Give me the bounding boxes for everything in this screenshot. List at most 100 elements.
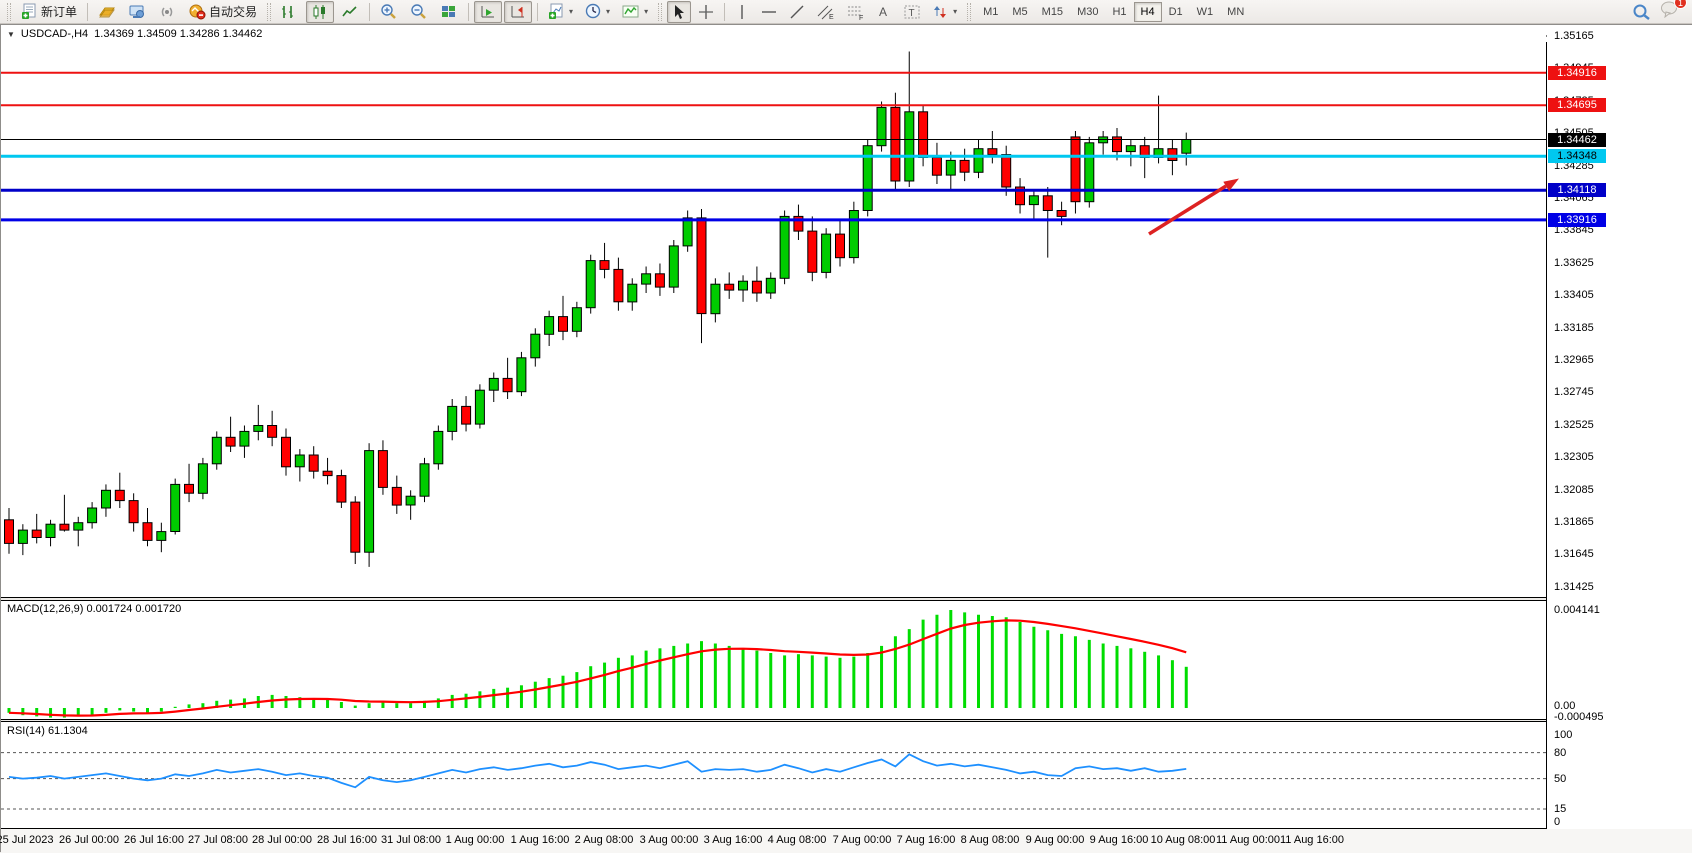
price-tick-label: 1.35165 xyxy=(1554,30,1594,42)
vertical-line-button[interactable] xyxy=(730,1,754,23)
toolbar-grip xyxy=(7,2,11,21)
rsi-tick-label: 100 xyxy=(1554,729,1573,741)
macd-tick-label: -0.000495 xyxy=(1554,711,1604,723)
shapes-icon xyxy=(933,4,949,20)
search-icon[interactable] xyxy=(1632,3,1652,21)
rsi-indicator-label: RSI(14) 61.1304 xyxy=(7,725,88,737)
zoom-out-button[interactable] xyxy=(405,1,433,23)
timeframe-button-d1[interactable]: D1 xyxy=(1168,5,1183,18)
time-tick-label: 27 Jul 08:00 xyxy=(188,834,248,846)
rsi-tick-label: 0 xyxy=(1554,816,1561,828)
time-tick-label: 28 Jul 16:00 xyxy=(317,834,377,846)
candlestick-chart-button[interactable] xyxy=(306,0,335,23)
indicators-icon xyxy=(622,4,640,20)
timeframe-button-h1[interactable]: H1 xyxy=(1112,5,1127,18)
svg-text:A: A xyxy=(879,5,887,19)
timeframe-button-m1[interactable]: M1 xyxy=(983,5,999,18)
autotrade-icon xyxy=(188,4,206,20)
timeframe-button-m15[interactable]: M15 xyxy=(1041,5,1064,18)
navigator-icon xyxy=(128,4,146,20)
auto-scroll-button[interactable] xyxy=(474,0,503,23)
autotrade-button[interactable]: 自动交易 xyxy=(183,1,262,23)
price-tick-label: 1.32525 xyxy=(1554,419,1594,431)
time-tick-label: 26 Jul 00:00 xyxy=(59,834,119,846)
price-tick-label: 1.33845 xyxy=(1554,224,1594,236)
price-axis[interactable]: 1.351651.349451.347251.345051.342851.340… xyxy=(1547,25,1692,829)
line-chart-button[interactable] xyxy=(336,1,364,23)
channel-button[interactable]: E xyxy=(812,1,840,23)
timeframe-button-m5[interactable]: M5 xyxy=(1012,5,1028,18)
trendline-button[interactable] xyxy=(784,1,810,23)
price-level-badge: 1.34462 xyxy=(1548,133,1606,147)
toolbar: 新订单 自动交易 xyxy=(0,0,1692,24)
fibonacci-icon: F xyxy=(847,4,865,22)
timeframe-button-h4[interactable]: H4 xyxy=(1133,1,1162,22)
shapes-button[interactable]: ▾ xyxy=(928,1,962,23)
zoom-in-button[interactable] xyxy=(375,1,403,23)
timeframe-button-mn[interactable]: MN xyxy=(1227,5,1245,18)
time-tick-label: 1 Aug 16:00 xyxy=(510,834,570,846)
rsi-pane[interactable] xyxy=(1,723,1546,829)
fibonacci-button[interactable]: F xyxy=(842,1,870,23)
cursor-icon xyxy=(672,4,686,20)
horizontal-line-icon xyxy=(761,7,777,17)
timeframe-button-m30[interactable]: M30 xyxy=(1077,5,1099,18)
time-tick-label: 8 Aug 08:00 xyxy=(960,834,1020,846)
navigator-button[interactable] xyxy=(123,1,151,23)
candlestick-chart-icon xyxy=(311,4,329,20)
main-chart-pane[interactable] xyxy=(1,42,1546,617)
price-tick-label: 1.31865 xyxy=(1554,516,1594,528)
time-tick-label: 4 Aug 08:00 xyxy=(767,834,827,846)
time-tick-label: 1 Aug 00:00 xyxy=(445,834,505,846)
price-tick-label: 1.34285 xyxy=(1554,160,1594,172)
text-label-button[interactable]: T xyxy=(898,1,926,23)
chevron-down-icon: ▾ xyxy=(569,7,574,16)
chevron-down-icon: ▾ xyxy=(644,7,649,16)
price-level-badge: 1.34916 xyxy=(1548,66,1606,80)
timeframe-button-w1[interactable]: W1 xyxy=(1196,5,1214,18)
price-tick-label: 1.33625 xyxy=(1554,257,1594,269)
text-button[interactable]: A xyxy=(872,1,896,23)
chevron-down-icon: ▾ xyxy=(606,7,611,16)
time-tick-label: 25 Jul 2023 xyxy=(0,834,54,846)
trendline-icon xyxy=(789,4,805,20)
time-tick-label: 11 Aug 00:00 xyxy=(1215,834,1281,846)
market-watch-button[interactable] xyxy=(93,1,121,23)
price-tick-label: 1.32965 xyxy=(1554,354,1594,366)
new-chart-icon xyxy=(548,3,565,20)
time-tick-label: 9 Aug 00:00 xyxy=(1025,834,1085,846)
chart-canvas[interactable] xyxy=(1,25,1547,853)
collapse-triangle-icon[interactable]: ▼ xyxy=(7,29,15,39)
rsi-tick-label: 50 xyxy=(1554,773,1567,785)
signal-icon xyxy=(158,4,176,20)
time-tick-label: 28 Jul 00:00 xyxy=(252,834,312,846)
price-tick-label: 1.33185 xyxy=(1554,322,1594,334)
time-tick-label: 7 Aug 16:00 xyxy=(896,834,956,846)
channel-icon: E xyxy=(817,4,835,21)
chart-shift-button[interactable] xyxy=(504,0,533,23)
time-tick-label: 10 Aug 08:00 xyxy=(1150,834,1216,846)
cursor-button[interactable] xyxy=(667,0,692,23)
price-tick-label: 1.33405 xyxy=(1554,289,1594,301)
timeframe-clock-button[interactable]: ▾ xyxy=(580,1,615,23)
svg-text:E: E xyxy=(829,14,834,20)
macd-pane[interactable] xyxy=(1,601,1546,721)
svg-text:F: F xyxy=(859,15,863,20)
indicators-button[interactable]: ▾ xyxy=(617,1,653,23)
zoom-in-icon xyxy=(380,3,398,20)
chat-icon xyxy=(1660,0,1680,19)
chart-titlebar: ▼ USDCAD-,H4 1.34369 1.34509 1.34286 1.3… xyxy=(2,26,1542,42)
macd-indicator-label: MACD(12,26,9) 0.001724 0.001720 xyxy=(7,603,182,615)
chat-button[interactable]: 1 xyxy=(1660,0,1687,23)
new-chart-button[interactable]: ▾ xyxy=(543,1,578,23)
time-axis[interactable]: 25 Jul 2023 26 Jul 00:00 26 Jul 16:00 27 Ju… xyxy=(0,829,1692,853)
tile-windows-button[interactable] xyxy=(435,1,463,23)
horizontal-line-button[interactable] xyxy=(756,1,782,23)
chevron-down-icon: ▾ xyxy=(953,7,958,16)
crosshair-icon xyxy=(698,4,714,20)
timeframe-group: M1 M5 M15 M30 H1 H4 D1 W1 MN xyxy=(976,1,1251,22)
signal-button[interactable] xyxy=(153,1,181,23)
crosshair-button[interactable] xyxy=(693,1,719,23)
new-order-button[interactable]: 新订单 xyxy=(16,1,82,23)
bar-chart-button[interactable] xyxy=(276,1,304,23)
